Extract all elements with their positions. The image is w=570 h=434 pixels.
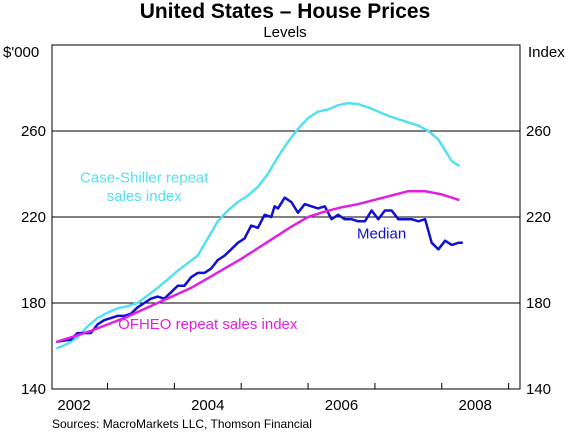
series-line-ofheo-repeat-sales-index: [56, 189, 460, 343]
y-tick-label-left: 260: [21, 123, 46, 140]
gridlines: [52, 130, 520, 304]
y-tick-label-left: 180: [21, 295, 46, 312]
source-note: Sources: MacroMarkets LLC, Thomson Finan…: [52, 417, 312, 431]
y-tick-label-right: 260: [526, 123, 551, 140]
chart-title: United States – House Prices: [139, 0, 431, 23]
y-tick-label-left: 220: [21, 209, 46, 226]
x-tick-label: 2002: [57, 397, 90, 414]
y-tick-label-left: 140: [21, 381, 46, 398]
right-axis-unit: Index: [528, 44, 565, 61]
series-line-median: [56, 196, 464, 343]
series-label: sales index: [107, 188, 183, 205]
x-tick-label: 2006: [325, 397, 358, 414]
series-label: Case-Shiller repeat: [80, 170, 209, 187]
axis-ticks: [106, 383, 510, 389]
chart-subtitle: Levels: [263, 24, 307, 41]
y-tick-label-right: 140: [526, 381, 551, 398]
series-label: Median: [357, 226, 406, 243]
y-tick-label-right: 220: [526, 209, 551, 226]
series-line-case-shiller-repeat-sales-index: [56, 101, 460, 350]
plot-frame: [51, 44, 521, 390]
x-tick-label: 2008: [459, 397, 492, 414]
series-lines: [56, 101, 464, 350]
x-tick-label: 2004: [191, 397, 224, 414]
y-tick-label-right: 180: [526, 295, 551, 312]
left-axis-unit: $'000: [3, 44, 40, 61]
series-label: OFHEO repeat sales index: [118, 316, 298, 333]
axis-labels: 140 140 180 180 220 220 260 260 2002 2004 2006 2008: [21, 123, 551, 414]
